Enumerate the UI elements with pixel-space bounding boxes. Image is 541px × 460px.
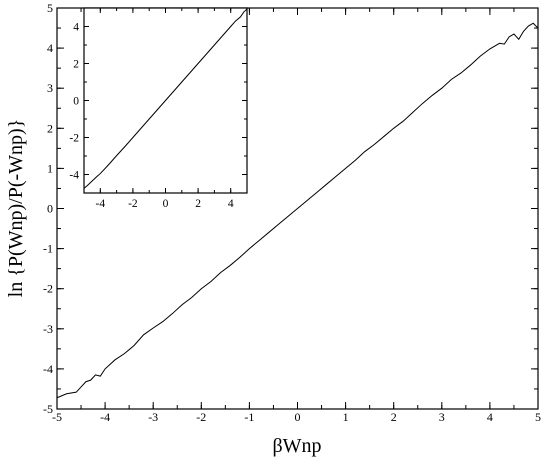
main-series-line [56, 22, 539, 399]
main-y-tick-label: -5 [43, 402, 53, 416]
inset-ticks [83, 7, 248, 194]
main-ticks [56, 7, 539, 410]
inset-y-tick-label: 0 [73, 96, 79, 108]
main-y-tick-label: -1 [43, 242, 53, 256]
inset-y-tick-label: 4 [73, 22, 79, 34]
inset-x-tick-label: -4 [96, 198, 106, 210]
x-axis-title: βWnp [272, 435, 321, 457]
inset-y-tick-label: -2 [69, 133, 79, 145]
main-x-tick-label: 2 [391, 410, 397, 424]
inset-x-tick-label: 0 [163, 198, 169, 210]
main-y-tick-label: 2 [47, 121, 53, 135]
main-y-tick-label: 0 [47, 202, 53, 216]
main-x-tick-label: 1 [343, 410, 349, 424]
main-y-tick-label: -4 [43, 362, 53, 376]
main-x-tick-label: -5 [52, 410, 62, 424]
inset-y-tick-label: -4 [69, 170, 79, 182]
main-x-tick-label: -3 [148, 410, 158, 424]
main-y-tick-label: 3 [47, 81, 53, 95]
inset-series-line [83, 8, 248, 189]
inset-y-tick-label: 2 [73, 59, 79, 71]
main-x-tick-label: -1 [244, 410, 254, 424]
main-y-tick-label: -2 [43, 282, 53, 296]
main-x-tick-labels: -5 -4 -3 -2 -1 0 1 2 3 4 5 [52, 410, 541, 424]
inset-y-tick-labels: -4 -2 0 2 4 [69, 22, 79, 182]
inset-x-tick-label: 4 [228, 198, 234, 210]
main-x-tick-label: -4 [100, 410, 110, 424]
main-x-tick-label: -2 [196, 410, 206, 424]
y-axis-title: ln {P(Wnp)/P(-Wnp)} [5, 119, 27, 298]
main-x-tick-label: 5 [535, 410, 541, 424]
inset-x-tick-labels: -4 -2 0 2 4 [96, 198, 234, 210]
main-y-tick-labels: -5 -4 -3 -2 -1 0 1 2 3 4 5 [43, 1, 53, 416]
inset-x-tick-label: 2 [195, 198, 201, 210]
main-y-tick-label: 4 [47, 41, 53, 55]
main-x-tick-label: 3 [439, 410, 445, 424]
main-y-tick-label: -3 [43, 322, 53, 336]
main-y-tick-label: 5 [47, 1, 53, 15]
main-x-tick-label: 0 [295, 410, 301, 424]
main-x-tick-label: 4 [487, 410, 493, 424]
inset-x-tick-label: -2 [128, 198, 138, 210]
main-y-tick-label: 1 [47, 161, 53, 175]
